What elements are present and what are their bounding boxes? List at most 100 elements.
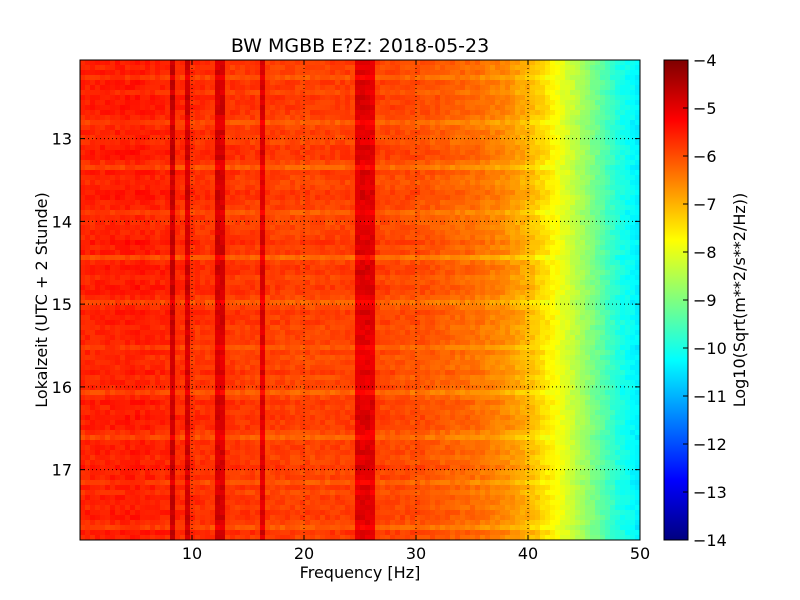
spectrogram-cell bbox=[360, 60, 366, 66]
spectrogram-cell bbox=[330, 105, 336, 111]
spectrogram-cell bbox=[240, 65, 246, 71]
spectrogram-cell bbox=[440, 85, 446, 91]
spectrogram-cell bbox=[470, 190, 476, 196]
spectrogram-cell bbox=[565, 150, 571, 156]
spectrogram-cell bbox=[95, 105, 101, 111]
spectrogram-cell bbox=[490, 105, 496, 111]
spectrogram-cell bbox=[475, 240, 481, 246]
spectrogram-cell bbox=[535, 65, 541, 71]
spectrogram-cell bbox=[195, 165, 201, 171]
spectrogram-cell bbox=[85, 270, 91, 276]
spectrogram-cell bbox=[435, 60, 441, 66]
spectrogram-cell bbox=[615, 160, 621, 166]
spectrogram-cell bbox=[155, 110, 161, 116]
spectrogram-cell bbox=[145, 85, 151, 91]
spectrogram-cell bbox=[245, 60, 251, 66]
spectrogram-cell bbox=[465, 235, 471, 241]
spectrogram-cell bbox=[535, 160, 541, 166]
spectrogram-cell bbox=[450, 270, 456, 276]
spectrogram-cell bbox=[495, 120, 501, 126]
spectrogram-cell bbox=[230, 275, 236, 281]
spectrogram-cell bbox=[435, 230, 441, 236]
spectrogram-cell bbox=[330, 120, 336, 126]
spectrogram-cell bbox=[185, 145, 191, 151]
spectrogram-cell bbox=[390, 165, 396, 171]
spectrogram-cell bbox=[210, 195, 216, 201]
spectrogram-cell bbox=[105, 225, 111, 231]
spectrogram-cell bbox=[210, 210, 216, 216]
spectrogram-cell bbox=[450, 215, 456, 221]
spectrogram-cell bbox=[575, 275, 581, 281]
spectrogram-cell bbox=[355, 145, 361, 151]
spectrogram-cell bbox=[545, 175, 551, 181]
spectrogram-cell bbox=[565, 130, 571, 136]
spectrogram-cell bbox=[350, 95, 356, 101]
spectrogram-cell bbox=[335, 270, 341, 276]
spectrogram-cell bbox=[310, 225, 316, 231]
spectrogram-cell bbox=[390, 240, 396, 246]
spectrogram-cell bbox=[610, 75, 616, 81]
spectrogram-cell bbox=[245, 110, 251, 116]
spectrogram-cell bbox=[570, 270, 576, 276]
spectrogram-cell bbox=[500, 80, 506, 86]
spectrogram-cell bbox=[295, 250, 301, 256]
spectrogram-cell bbox=[570, 220, 576, 226]
spectrogram-cell bbox=[120, 80, 126, 86]
spectrogram-cell bbox=[545, 135, 551, 141]
spectrogram-cell bbox=[425, 145, 431, 151]
spectrogram-cell bbox=[605, 265, 611, 271]
spectrogram-cell bbox=[250, 225, 256, 231]
spectrogram-cell bbox=[255, 275, 261, 281]
spectrogram-cell bbox=[240, 265, 246, 271]
spectrogram-cell bbox=[195, 215, 201, 221]
spectrogram-cell bbox=[215, 275, 221, 281]
spectrogram-cell bbox=[170, 105, 176, 111]
spectrogram-cell bbox=[630, 225, 636, 231]
spectrogram-cell bbox=[630, 130, 636, 136]
spectrogram-cell bbox=[480, 275, 486, 281]
spectrogram-cell bbox=[85, 185, 91, 191]
spectrogram-cell bbox=[80, 265, 86, 271]
spectrogram-cell bbox=[585, 160, 591, 166]
spectrogram-cell bbox=[505, 150, 511, 156]
spectrogram-cell bbox=[260, 70, 266, 76]
spectrogram-cell bbox=[435, 150, 441, 156]
spectrogram-cell bbox=[115, 110, 121, 116]
spectrogram-cell bbox=[585, 170, 591, 176]
spectrogram-cell bbox=[555, 85, 561, 91]
spectrogram-cell bbox=[150, 235, 156, 241]
spectrogram-cell bbox=[220, 175, 226, 181]
spectrogram-cell bbox=[565, 210, 571, 216]
spectrogram-cell bbox=[570, 170, 576, 176]
spectrogram-cell bbox=[565, 250, 571, 256]
spectrogram-cell bbox=[505, 145, 511, 151]
spectrogram-cell bbox=[540, 160, 546, 166]
spectrogram-cell bbox=[280, 145, 286, 151]
spectrogram-cell bbox=[210, 205, 216, 211]
spectrogram-cell bbox=[130, 150, 136, 156]
spectrogram-cell bbox=[210, 225, 216, 231]
spectrogram-cell bbox=[560, 175, 566, 181]
spectrogram-cell bbox=[620, 60, 626, 66]
spectrogram-cell bbox=[155, 200, 161, 206]
spectrogram-cell bbox=[270, 240, 276, 246]
spectrogram-cell bbox=[580, 260, 586, 266]
spectrogram-cell bbox=[510, 270, 516, 276]
spectrogram-cell bbox=[205, 225, 211, 231]
spectrogram-cell bbox=[530, 155, 536, 161]
spectrogram-cell bbox=[465, 105, 471, 111]
spectrogram-cell bbox=[610, 190, 616, 196]
spectrogram-cell bbox=[130, 155, 136, 161]
spectrogram-cell bbox=[190, 175, 196, 181]
spectrogram-cell bbox=[295, 255, 301, 261]
spectrogram-cell bbox=[330, 80, 336, 86]
spectrogram-cell bbox=[290, 235, 296, 241]
spectrogram-cell bbox=[300, 145, 306, 151]
spectrogram-cell bbox=[385, 155, 391, 161]
spectrogram-cell bbox=[130, 190, 136, 196]
spectrogram-cell bbox=[605, 220, 611, 226]
spectrogram-cell bbox=[495, 70, 501, 76]
spectrogram-cell bbox=[460, 225, 466, 231]
spectrogram-cell bbox=[610, 215, 616, 221]
spectrogram-cell bbox=[610, 130, 616, 136]
